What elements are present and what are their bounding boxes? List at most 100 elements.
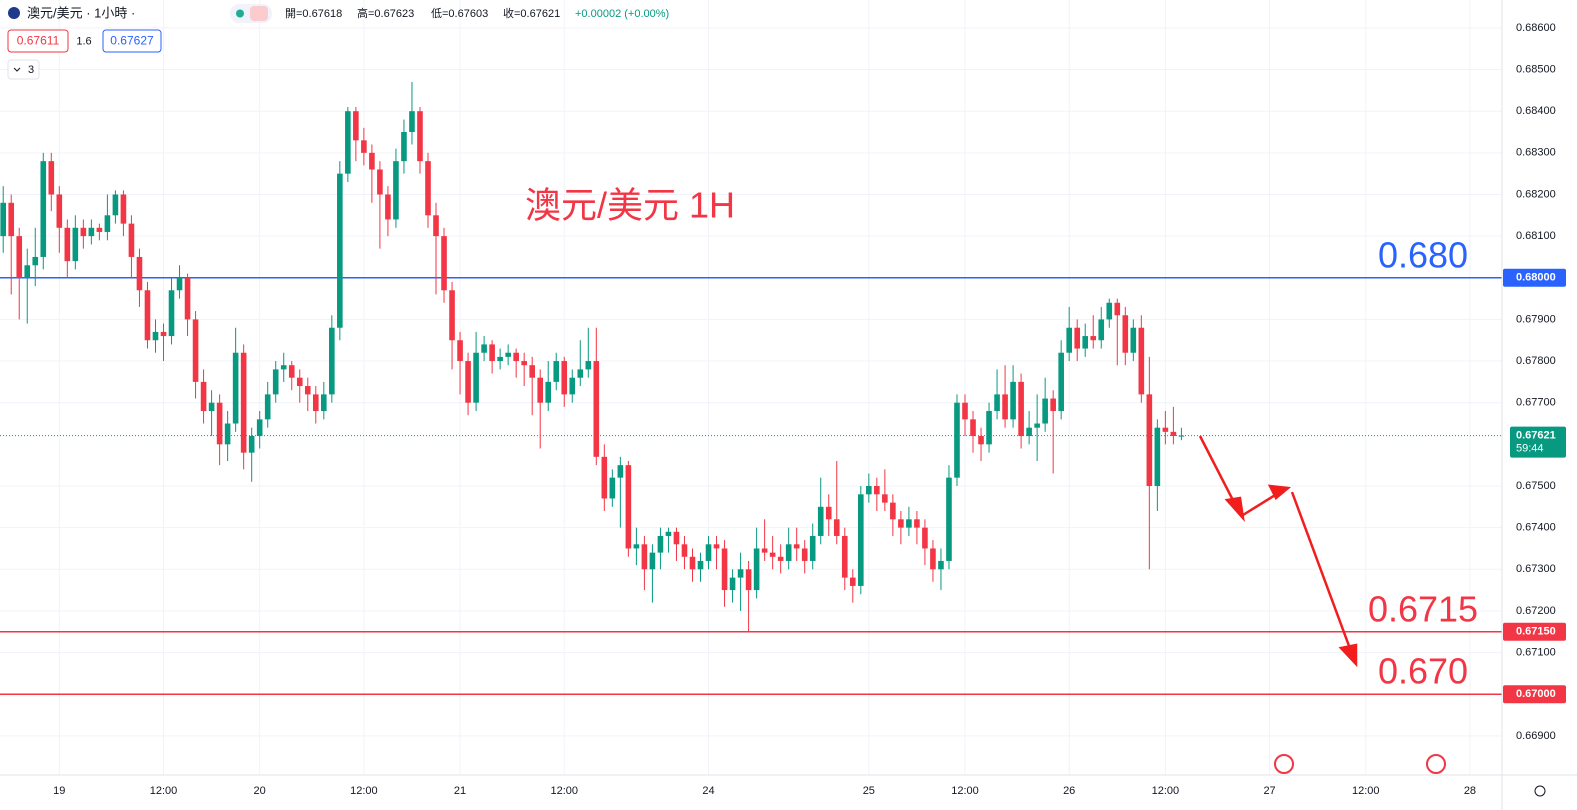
drawn-arrows [1198, 435, 1358, 668]
candle-body [401, 132, 407, 162]
bid-box[interactable] [7, 29, 69, 53]
flag-icon [8, 7, 20, 19]
candle-body [224, 423, 231, 445]
candle-body [890, 502, 896, 520]
bid: 0.67611 [17, 34, 60, 48]
candle-body [497, 356, 503, 362]
candle-body [994, 394, 1000, 412]
candle-body [240, 352, 247, 453]
candle-body [745, 569, 752, 591]
candle-body [529, 365, 535, 378]
candle-body [841, 535, 848, 578]
chevron [13, 67, 21, 72]
indicator-toggle[interactable] [7, 59, 40, 80]
candle-body [978, 436, 984, 445]
candle-body [922, 527, 928, 549]
candle-body [248, 436, 255, 453]
candle-body [793, 544, 800, 549]
candle-body [769, 552, 776, 557]
candle-body [906, 519, 912, 528]
status-dot [236, 9, 244, 18]
candle-body [232, 352, 239, 424]
arrow-head [1338, 643, 1358, 668]
candle-body [521, 361, 527, 366]
candle-body [449, 290, 455, 341]
candle-body [256, 419, 263, 437]
x-tick-label: 12:00 [550, 785, 578, 797]
candle-body [657, 535, 664, 553]
x-tick-label: 25 [863, 785, 875, 797]
event-flag[interactable] [1426, 754, 1446, 774]
candle-body [457, 340, 463, 362]
status-icon [250, 6, 268, 21]
arrow-head [1224, 496, 1245, 522]
candle-body [801, 548, 808, 561]
candle-body [601, 456, 608, 499]
candle-body [24, 265, 31, 278]
candle-body [713, 544, 720, 549]
candle-body [489, 344, 495, 362]
candle-body [1042, 398, 1048, 424]
candle-body [737, 569, 744, 578]
event-flag[interactable] [1274, 754, 1294, 774]
x-tick-label: 24 [702, 785, 714, 797]
candle-body [96, 227, 103, 232]
candle-body [56, 194, 63, 228]
spread: 1.6 [76, 35, 91, 47]
x-tick-label: 26 [1063, 785, 1075, 797]
y-tick-label: 0.67400 [1516, 522, 1556, 534]
event-icons [1274, 754, 1446, 774]
candle-body [345, 111, 351, 174]
candle-body [505, 352, 511, 357]
candle-body [697, 560, 704, 570]
candle-body [809, 535, 816, 561]
x-tick-label: 28 [1464, 785, 1476, 797]
candle-body [649, 552, 656, 570]
candle-body [288, 365, 295, 378]
price-badge [1503, 685, 1566, 704]
candle-body [184, 277, 191, 320]
y-tick-label: 0.68600 [1516, 22, 1556, 34]
candle-body [264, 394, 271, 420]
candle-body [954, 402, 960, 478]
candle-body [1034, 423, 1040, 428]
candle-body [930, 548, 936, 570]
price-badge-label: 0.67150 [1516, 626, 1556, 638]
candle-body [833, 519, 840, 536]
candle-body [208, 402, 215, 412]
candle-body [825, 506, 832, 520]
candle-body [361, 140, 367, 153]
candle-body [874, 485, 880, 495]
candle-body [40, 161, 47, 257]
ohlc-low: 低=0.67603 [431, 7, 488, 20]
candle-body [1138, 327, 1145, 395]
candle-body [625, 465, 632, 549]
candle-body [329, 327, 335, 395]
ohlc-change: +0.00002 (+0.00%) [575, 8, 669, 20]
candle-body [665, 531, 672, 536]
ask-box[interactable] [102, 29, 162, 53]
candle-body [721, 548, 728, 591]
candle-body [280, 365, 287, 370]
candle-body [441, 236, 447, 291]
settings-icon[interactable] [1534, 785, 1546, 797]
candle-body [1090, 336, 1097, 341]
candle-body [1106, 302, 1113, 320]
candle-body [369, 152, 375, 170]
y-tick-label: 0.67700 [1516, 397, 1556, 409]
candle-body [641, 544, 648, 570]
candle-body [296, 377, 303, 387]
ohlc-close: 收=0.67621 [503, 6, 560, 20]
candle-body [561, 361, 568, 395]
price-annotation: 0.680 [1378, 234, 1468, 275]
price-badge-label: 0.68000 [1516, 272, 1556, 284]
candle-body [785, 544, 792, 561]
candle-body [192, 319, 199, 382]
arrow-head [1267, 484, 1292, 500]
candle-body [32, 256, 39, 266]
candle-body [312, 394, 319, 412]
candle-body [1098, 319, 1105, 341]
candle-body [304, 386, 311, 395]
candle-body [272, 369, 279, 395]
candle-body [1122, 315, 1129, 353]
